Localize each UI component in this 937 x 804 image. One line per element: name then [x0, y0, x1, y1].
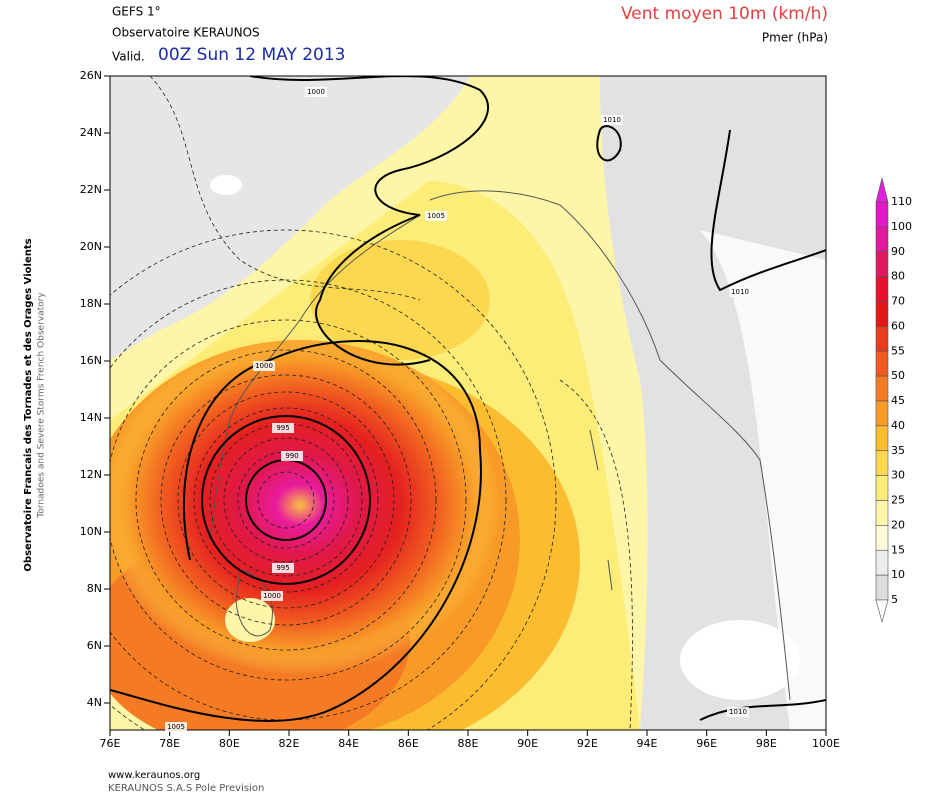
colorbar-label: 80	[891, 270, 905, 283]
colorbar-swatch	[875, 475, 889, 501]
colorbar-tip	[875, 599, 889, 624]
contour-label-bg	[253, 361, 275, 371]
side-text-en: Tornadoes and Severe Storms French Obser…	[37, 292, 47, 519]
colorbar-label: 35	[891, 444, 905, 457]
contour-label-bg	[305, 87, 327, 97]
colorbar-swatch	[875, 425, 889, 452]
lat-label: 26N	[80, 69, 102, 82]
colorbar-label: 25	[891, 494, 905, 507]
lon-label: 82E	[279, 737, 300, 750]
colorbar-label: 15	[891, 543, 905, 556]
contour-label: 1000	[255, 362, 273, 370]
secondary-parameter: Pmer (hPa)	[762, 31, 828, 45]
colorbar-label: 100	[891, 220, 912, 233]
valid-prefix: Valid.	[112, 50, 145, 64]
contour-label: 1010	[729, 708, 747, 716]
lon-label: 90E	[517, 737, 538, 750]
colorbar-label: 5	[891, 593, 898, 606]
lon-label: 88E	[458, 737, 479, 750]
contour-label-bg	[729, 287, 751, 297]
lat-label: 10N	[80, 525, 102, 538]
labels: 76E 78E 80E 82E 84E 86E 88E 90E 92E 94E 96E 98E 100E…	[80, 69, 840, 750]
colorbar-label: 45	[891, 394, 905, 407]
colorbar-tip	[875, 177, 889, 203]
map-field	[110, 76, 826, 730]
colorbar-label: 55	[891, 344, 905, 357]
lat-label: 6N	[87, 639, 102, 652]
colorbar-label: 10	[891, 568, 905, 581]
lon-label: 76E	[100, 737, 121, 750]
lon-label: 86E	[398, 737, 419, 750]
lon-label: 84E	[338, 737, 359, 750]
lon-label: 92E	[577, 737, 598, 750]
colorbar-label: 30	[891, 469, 905, 482]
lon-label: 98E	[756, 737, 777, 750]
contour-label-bg	[425, 211, 447, 221]
contour-label: 995	[276, 564, 289, 572]
colorbar-swatch	[875, 549, 889, 576]
lon-label: 96E	[696, 737, 717, 750]
contour-label-bg	[281, 451, 303, 461]
contour-label: 1005	[167, 723, 185, 731]
footer-url: www.keraunos.org	[108, 770, 200, 781]
lon-label: 80E	[219, 737, 240, 750]
colorbar-swatch	[875, 350, 889, 377]
contour-label-bg	[727, 707, 749, 717]
colorbar-label: 20	[891, 518, 905, 531]
colorbar-swatch	[875, 500, 889, 526]
footer-company: KERAUNOS S.A.S Pole Prevision	[108, 783, 264, 794]
colorbar-swatch	[875, 375, 889, 402]
colorbar-label: 50	[891, 369, 905, 382]
side-text: Observatoire Francais des Tornades et de…	[23, 238, 34, 571]
contour-label-bg	[165, 722, 187, 732]
lat-label: 22N	[80, 183, 102, 196]
contour-label: 990	[285, 452, 298, 460]
contour-label-bg	[272, 423, 294, 433]
colorbar-swatch	[875, 450, 889, 476]
colorbar: 110 100 90 80 70 60 55 50 45 40 35 30 25 20 15 10 5	[875, 177, 912, 624]
colorbar-label: 70	[891, 295, 905, 308]
colorbar-label: 110	[891, 195, 912, 208]
contour-label: 995	[276, 424, 289, 432]
lon-label: 100E	[812, 737, 840, 750]
lat-label: 8N	[87, 582, 102, 595]
colorbar-swatch	[875, 201, 889, 228]
colorbar-label: 90	[891, 245, 905, 258]
colorbar-swatch	[875, 574, 889, 601]
lat-label: 18N	[80, 297, 102, 310]
contour-label-bg	[272, 563, 294, 573]
contour-label: 1000	[307, 88, 325, 96]
lat-label: 20N	[80, 240, 102, 253]
lat-label: 14N	[80, 411, 102, 424]
contour-label: 1010	[731, 288, 749, 296]
colorbar-swatch	[875, 326, 889, 352]
source: Observatoire KERAUNOS	[112, 26, 260, 40]
model: GEFS 1°	[112, 5, 161, 19]
lon-label: 78E	[159, 737, 180, 750]
colorbar-swatch	[875, 226, 889, 253]
contour-label: 1010	[603, 116, 621, 124]
lon-label: 94E	[637, 737, 658, 750]
valid-time: 00Z Sun 12 MAY 2013	[158, 45, 346, 65]
colorbar-swatch	[875, 301, 889, 327]
contour-label: 1005	[427, 212, 445, 220]
contour-label-bg	[261, 591, 283, 601]
lat-label: 24N	[80, 126, 102, 139]
lat-label: 12N	[80, 468, 102, 481]
colorbar-swatch	[875, 276, 889, 302]
lat-label: 4N	[87, 696, 102, 709]
colorbar-swatch	[875, 251, 889, 277]
colorbar-swatch	[875, 400, 889, 427]
contour-label: 1000	[263, 592, 281, 600]
lat-label: 16N	[80, 354, 102, 367]
colorbar-label: 40	[891, 419, 905, 432]
contour-label-bg	[601, 115, 623, 125]
parameter: Vent moyen 10m (km/h)	[621, 4, 828, 24]
colorbar-label: 60	[891, 319, 905, 332]
colorbar-swatch	[875, 525, 889, 551]
